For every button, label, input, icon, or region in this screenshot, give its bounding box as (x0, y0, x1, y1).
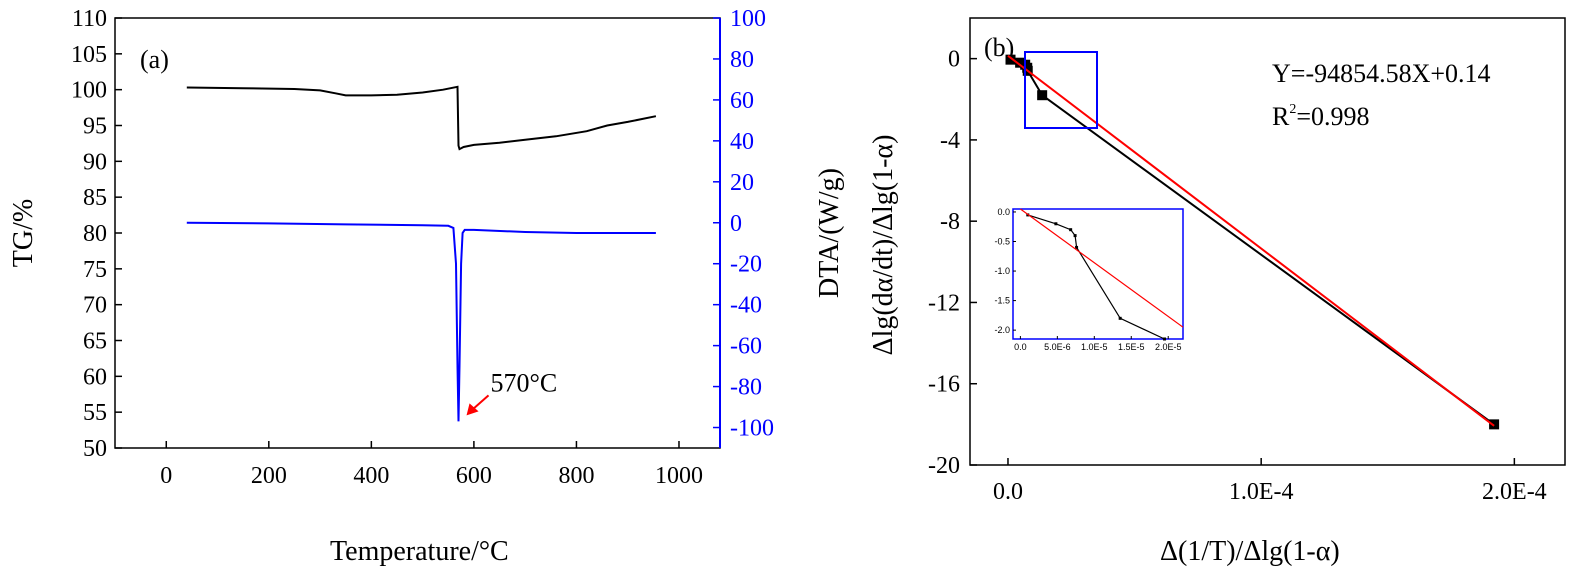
b-x-tick-label: 1.0E-4 (1229, 479, 1294, 505)
data-point (1037, 90, 1048, 101)
inset-x-tick-label: 2.0E-5 (1155, 342, 1182, 352)
inset-y-tick-label: -2.0 (994, 325, 1010, 335)
inset-y-tick-label: 0.0 (997, 207, 1010, 217)
a-y2-tick-label: 80 (730, 47, 754, 73)
inset-x-tick-label: 0.0 (1014, 342, 1027, 352)
b-y-tick-label: -4 (940, 128, 960, 154)
a-y-tick-label: 95 (83, 114, 107, 140)
a-y-tick-label: 75 (83, 257, 107, 283)
panel-a-y2-ticks: -100 -80 -60 -40 -20 0 20 40 60 80 100 (713, 6, 774, 442)
b-y-tick-label: -8 (940, 209, 960, 235)
inset-plot: 0.0 5.0E-6 1.0E-5 1.5E-5 2.0E-5 0.0 -0.5 -1.0 -… (994, 207, 1184, 352)
fit-equation: Y=-94854.58X+0.14 (1272, 59, 1491, 88)
inset-data-point (1075, 245, 1079, 249)
inset-data-point (1118, 316, 1122, 320)
data-point (1015, 57, 1026, 68)
panel-b-xlabel: Δ(1/T)/Δlg(1-α) (1160, 536, 1340, 567)
panel-a-ylabel: TG/% (8, 199, 39, 267)
b-y-tick-label: -16 (928, 372, 960, 398)
a-y-tick-label: 65 (83, 329, 107, 355)
a-y2-tick-label: -80 (730, 375, 762, 401)
a-x-tick-label: 400 (353, 463, 389, 489)
data-point (1005, 54, 1016, 65)
a-y2-tick-label: 100 (730, 6, 766, 32)
panel-a: (a) 0 200 400 600 800 1000 505560657075808590… (8, 6, 845, 567)
inset-x-tick-label: 1.0E-5 (1081, 342, 1108, 352)
data-point (1489, 419, 1500, 430)
r2-sup: 2 (1289, 102, 1296, 117)
fit-line (1007, 55, 1495, 427)
b-y-tick-label: 0 (948, 47, 960, 73)
r2-prefix: R (1272, 102, 1290, 131)
a-y2-tick-label: -100 (730, 416, 774, 442)
a-x-tick-label: 1000 (655, 463, 703, 489)
inset-data-point (1163, 337, 1167, 341)
inset-x-tick-label: 5.0E-6 (1044, 342, 1071, 352)
a-y-tick-label: 85 (83, 185, 107, 211)
a-y-tick-label: 80 (83, 221, 107, 247)
tg-curve (186, 85, 657, 151)
panel-b-frame (969, 17, 1566, 466)
a-y-tick-label: 70 (83, 293, 107, 319)
a-y2-tick-label: 0 (730, 211, 742, 237)
a-x-tick-label: 0 (160, 463, 172, 489)
r2-suffix: =0.998 (1296, 102, 1369, 131)
panel-a-y-ticks: 50 55 60 65 70 75 80 85 90 95 100 105 110 (71, 6, 122, 462)
peak-label: 570°C (491, 368, 558, 397)
a-y2-tick-label: 20 (730, 170, 754, 196)
a-y-tick-label: 105 (71, 42, 107, 68)
a-y2-tick-label: 40 (730, 129, 754, 155)
inset-x-ticks: 0.0 5.0E-6 1.0E-5 1.5E-5 2.0E-5 (1014, 336, 1181, 352)
inset-data-point (1069, 228, 1073, 232)
panel-a-x-ticks: 0 200 400 600 800 1000 (160, 441, 703, 489)
inset-frame (1012, 208, 1184, 340)
b-x-tick-label: 2.0E-4 (1482, 479, 1547, 505)
a-x-tick-label: 200 (251, 463, 287, 489)
panel-a-xlabel: Temperature/°C (330, 536, 509, 567)
peak-annotation: 570°C (466, 368, 558, 416)
panel-b-y-ticks: 0 -4 -8 -12 -16 -20 (928, 47, 977, 479)
inset-y-tick-label: -1.0 (994, 266, 1010, 276)
b-y-tick-label: -12 (928, 290, 960, 316)
panel-b-x-ticks: 0.0 1.0E-4 2.0E-4 (993, 458, 1547, 505)
a-y-tick-label: 50 (83, 436, 107, 462)
a-x-tick-label: 600 (456, 463, 492, 489)
inset-data-point (1073, 234, 1077, 238)
a-y2-tick-label: -40 (730, 293, 762, 319)
dta-curve (186, 221, 656, 422)
a-y-tick-label: 55 (83, 400, 107, 426)
a-y2-tick-label: -60 (730, 334, 762, 360)
inset-data-point (1054, 222, 1058, 226)
a-y-tick-label: 90 (83, 149, 107, 175)
panel-b: (b) 0.0 1.0E-4 2.0E-4 0-4-8-12-16-20 Y=-94… (868, 17, 1566, 567)
r-squared: R2=0.998 (1272, 102, 1370, 131)
a-y-tick-label: 110 (72, 6, 107, 32)
a-y-tick-label: 60 (83, 364, 107, 390)
inset-y-ticks: 0.0 -0.5 -1.0 -1.5 -2.0 (994, 207, 1016, 335)
a-y2-tick-label: 60 (730, 88, 754, 114)
inset-y-tick-label: -0.5 (994, 237, 1010, 247)
inset-x-tick-label: 1.5E-5 (1118, 342, 1145, 352)
b-x-tick-label: 0.0 (993, 479, 1023, 505)
peak-arrow-head (466, 403, 479, 416)
a-y2-tick-label: -20 (730, 252, 762, 278)
panel-b-ylabel: Δlg(dα/dt)/Δlg(1-α) (868, 135, 899, 356)
a-y-tick-label: 100 (71, 78, 107, 104)
panel-a-label: (a) (140, 45, 169, 74)
a-x-tick-label: 800 (558, 463, 594, 489)
panel-a-y2label: DTA/(W/g) (814, 168, 845, 298)
zoom-box (1024, 51, 1098, 129)
inset-y-tick-label: -1.5 (994, 296, 1010, 306)
b-y-tick-label: -20 (928, 453, 960, 479)
inset-fit-line (1020, 208, 1184, 328)
